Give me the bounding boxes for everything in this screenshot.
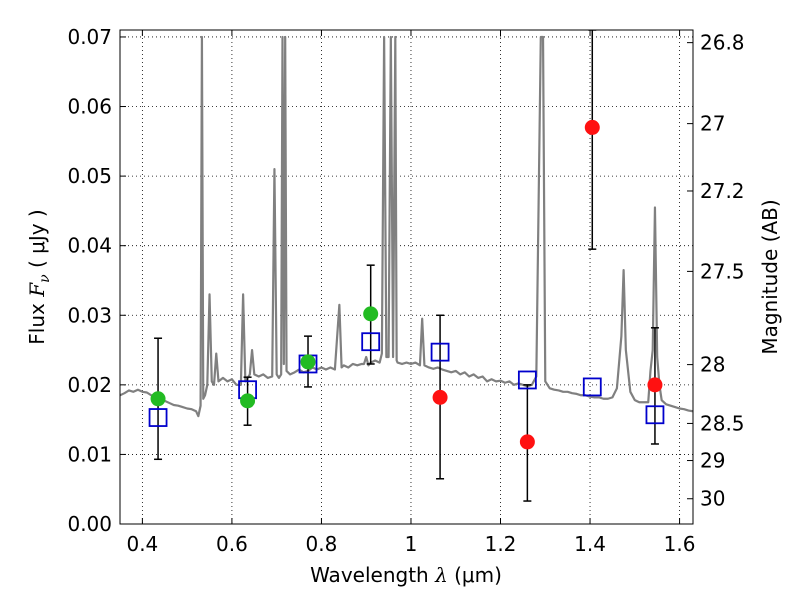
x-tick-label: 1.6 bbox=[664, 532, 696, 556]
model-photometry-square bbox=[582, 377, 602, 397]
nondetection-point bbox=[647, 377, 663, 393]
model-photometry-square bbox=[517, 370, 537, 390]
nondetection-point bbox=[432, 389, 448, 405]
right-axis-title: Magnitude (AB) bbox=[758, 199, 782, 354]
x-tick-label: 1 bbox=[405, 532, 418, 556]
model-photometry-square bbox=[361, 332, 381, 352]
y-tick-label: 0.00 bbox=[67, 512, 112, 536]
model-photometry-square bbox=[645, 405, 665, 425]
right-tick-label: 27.5 bbox=[700, 259, 745, 283]
right-tick-label: 27 bbox=[700, 112, 725, 136]
y-tick-label: 0.02 bbox=[67, 373, 112, 397]
nondetection-point bbox=[584, 119, 600, 135]
model-photometry-square bbox=[430, 342, 450, 362]
data-layer bbox=[120, 30, 693, 502]
y-tick-label: 0.01 bbox=[67, 442, 112, 466]
right-tick-label: 28 bbox=[700, 353, 725, 377]
y-tick-label: 0.04 bbox=[67, 234, 112, 258]
right-tick-label: 27.2 bbox=[700, 179, 745, 203]
model-spectrum-line bbox=[120, 35, 693, 418]
right-tick-label: 29 bbox=[700, 449, 725, 473]
x-tick-label: 0.4 bbox=[126, 532, 158, 556]
y-tick-label: 0.06 bbox=[67, 95, 112, 119]
y-axis-title: Flux Fν ( μJy ) bbox=[25, 209, 53, 344]
detection-point bbox=[363, 306, 379, 322]
nondetection-point bbox=[519, 434, 535, 450]
y-tick-label: 0.07 bbox=[67, 25, 112, 49]
x-tick-label: 1.4 bbox=[574, 532, 606, 556]
x-tick-label: 0.8 bbox=[306, 532, 338, 556]
detection-point bbox=[150, 391, 166, 407]
x-tick-label: 0.6 bbox=[216, 532, 248, 556]
right-tick-label: 28.5 bbox=[700, 411, 745, 435]
y-tick-label: 0.03 bbox=[67, 303, 112, 327]
y-tick-label: 0.05 bbox=[67, 164, 112, 188]
detection-point bbox=[240, 393, 256, 409]
x-tick-label: 1.2 bbox=[485, 532, 517, 556]
grid bbox=[120, 30, 693, 525]
ticks: 0.4 0.6 0.8 1 1.2 1.4 1.6 0.00 0.01 0.02 0.03 0.04 0… bbox=[67, 25, 744, 556]
model-photometry-square bbox=[148, 408, 168, 427]
plot-frame bbox=[119, 29, 694, 525]
detection-point bbox=[300, 354, 316, 370]
x-axis-title: Wavelength λ (μm) bbox=[310, 563, 502, 587]
right-tick-label: 26.8 bbox=[700, 31, 745, 55]
right-tick-label: 30 bbox=[700, 487, 725, 511]
